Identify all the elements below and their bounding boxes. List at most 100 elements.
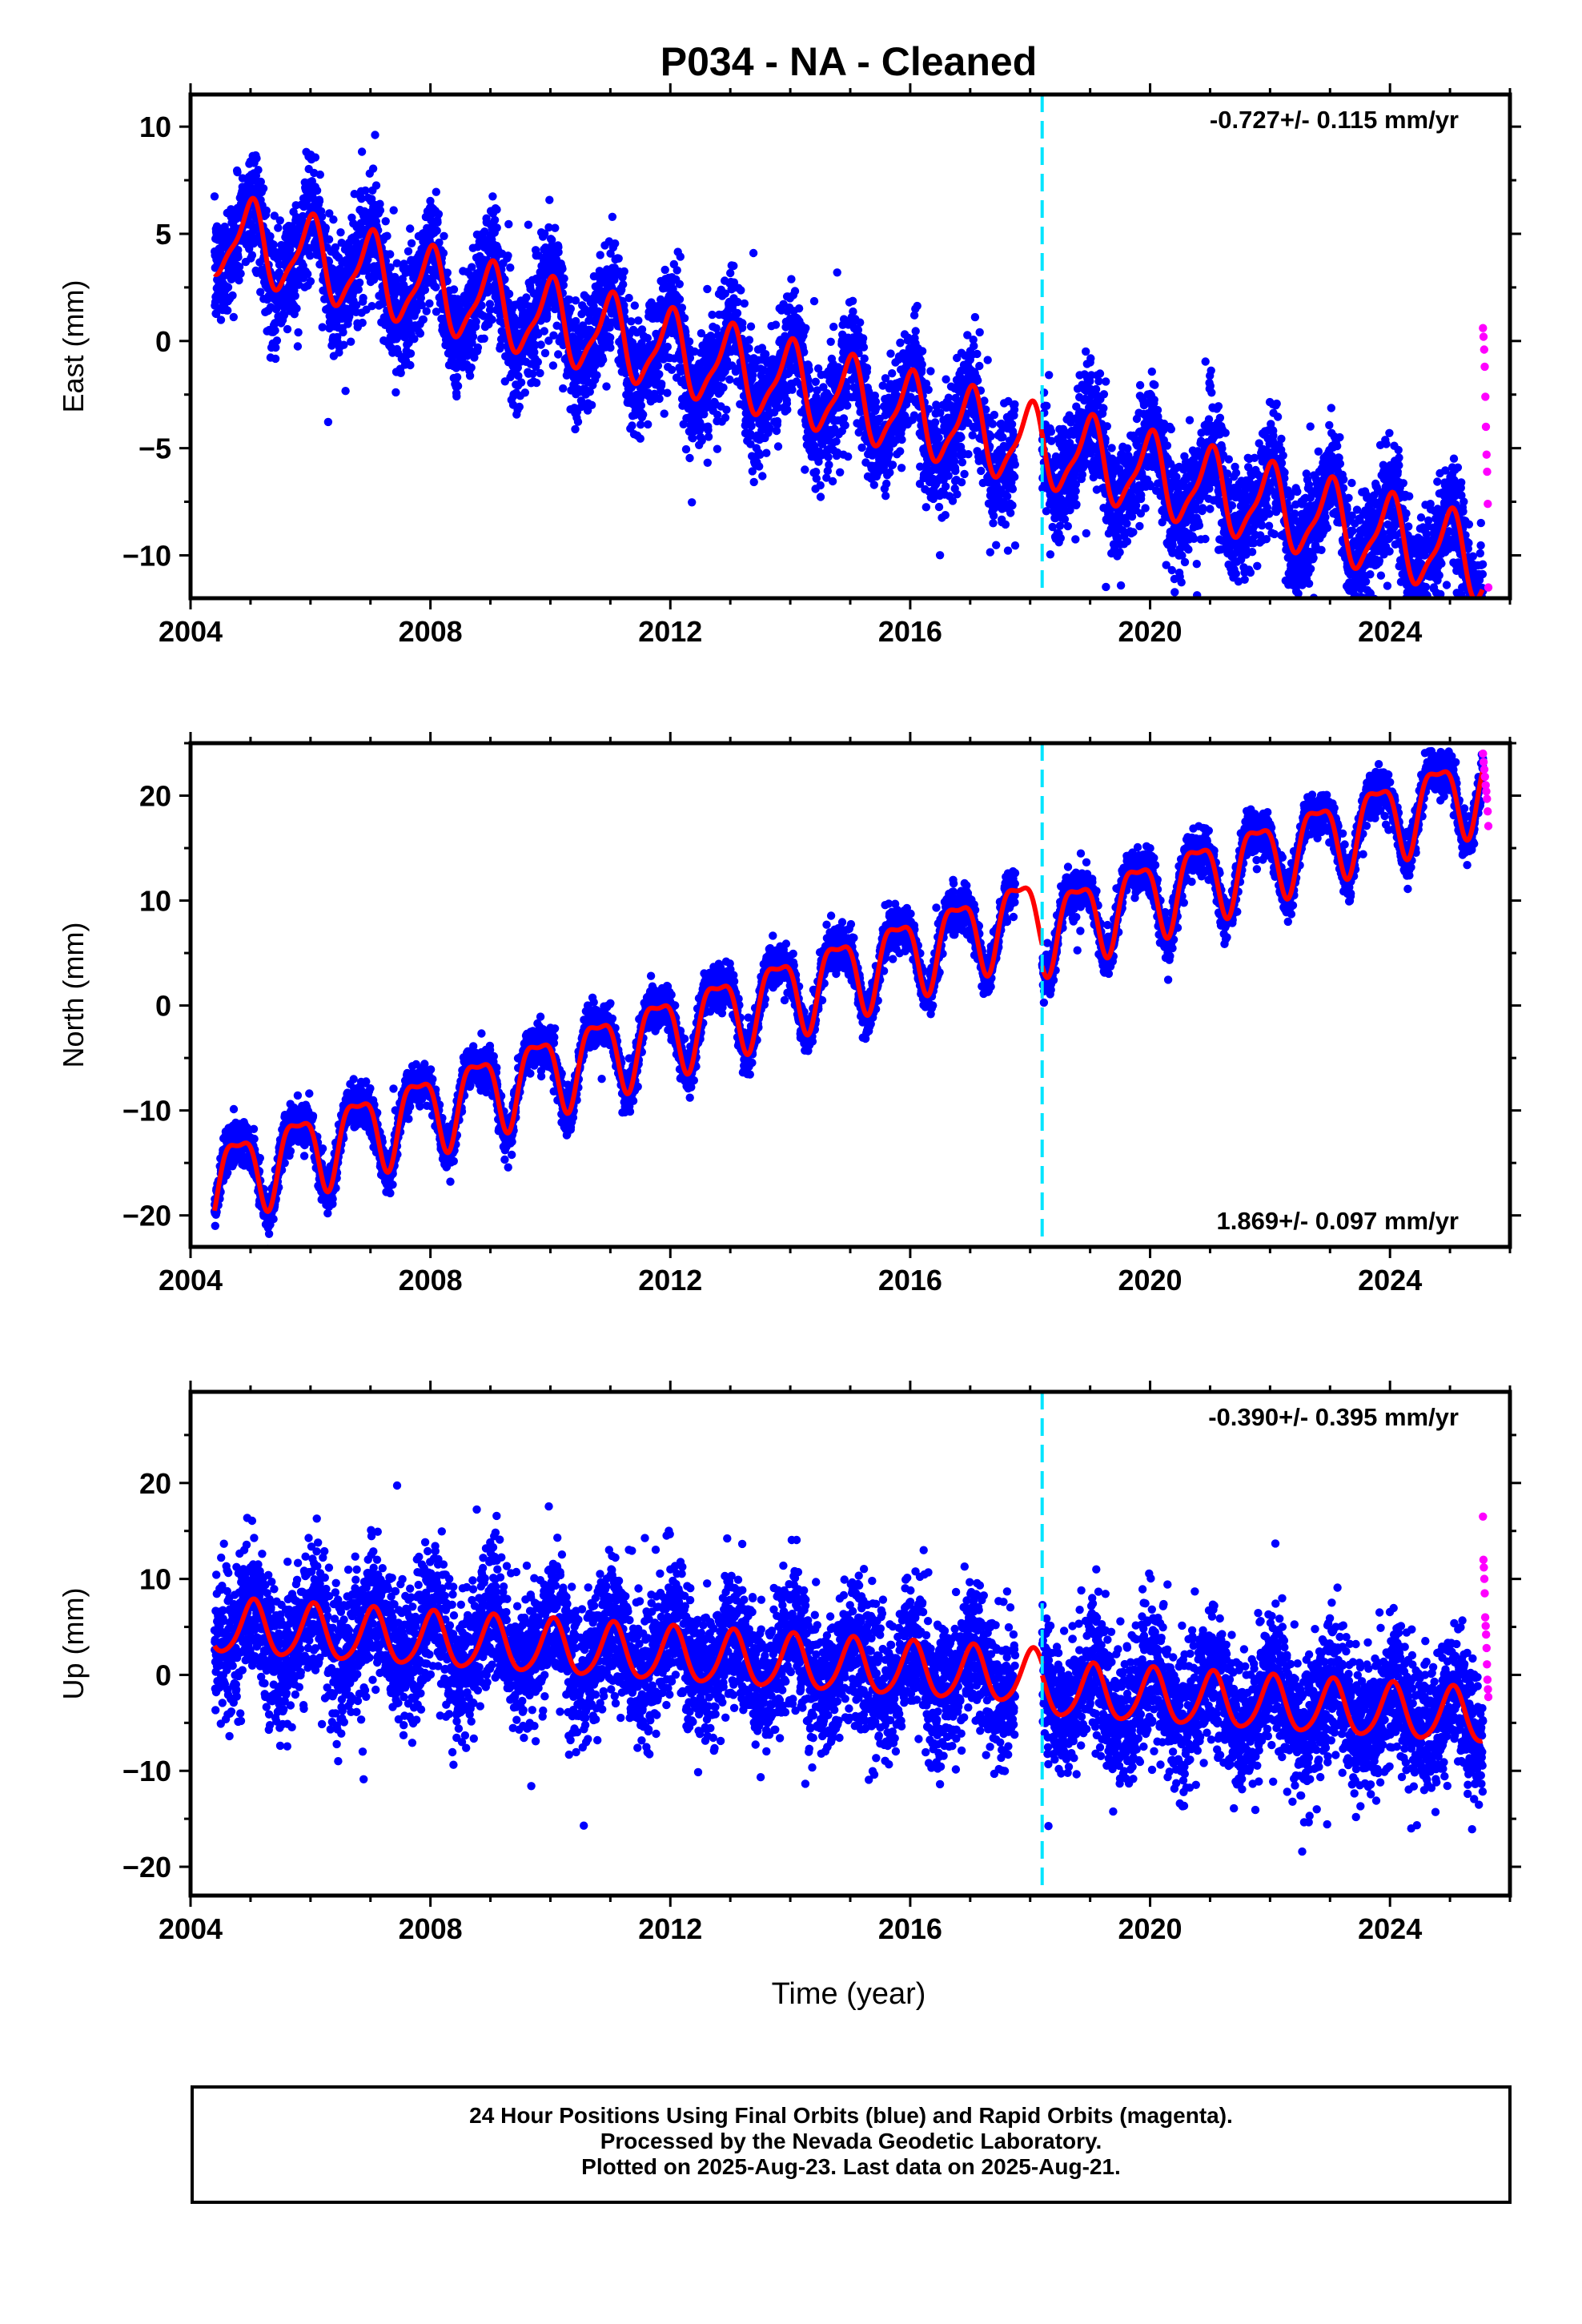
east-final-point bbox=[272, 336, 282, 345]
east-final-point bbox=[406, 360, 415, 370]
east-final-point bbox=[358, 318, 367, 328]
east-final-point bbox=[285, 245, 295, 254]
east-final-point bbox=[559, 384, 568, 393]
east-final-point bbox=[271, 343, 280, 352]
east-final-point bbox=[492, 223, 501, 232]
east-final-point bbox=[383, 231, 391, 240]
east-final-point bbox=[856, 318, 865, 327]
east-final-point bbox=[977, 466, 986, 476]
east-final-point bbox=[361, 186, 370, 195]
east-final-point bbox=[974, 376, 982, 385]
east-final-point bbox=[926, 367, 935, 376]
east-final-point bbox=[957, 433, 966, 442]
east-final-point bbox=[271, 354, 280, 364]
east-final-point bbox=[721, 413, 730, 422]
east-final-point bbox=[703, 458, 712, 467]
east-final-point bbox=[504, 251, 512, 260]
east-final-point bbox=[801, 324, 810, 332]
east-final-point bbox=[809, 296, 819, 306]
east-final-point bbox=[468, 332, 478, 341]
east-final-point bbox=[836, 468, 845, 476]
east-final-point bbox=[703, 284, 712, 294]
east-final-point bbox=[291, 292, 299, 300]
east-final-point bbox=[930, 418, 940, 427]
east-final-point bbox=[425, 299, 434, 308]
east-final-point bbox=[536, 368, 544, 378]
east-final-point bbox=[897, 435, 906, 444]
east-final-point bbox=[321, 223, 330, 232]
east-final-point bbox=[882, 479, 891, 489]
east-final-point bbox=[944, 471, 953, 480]
east-final-point bbox=[729, 261, 738, 271]
east-final-point bbox=[223, 283, 233, 292]
east-final-point bbox=[986, 432, 995, 440]
east-final-point bbox=[1045, 371, 1054, 380]
east-final-point bbox=[252, 154, 261, 163]
east-final-point bbox=[1003, 546, 1013, 555]
east-final-point bbox=[347, 337, 355, 346]
east-final-point bbox=[636, 434, 644, 443]
east-final-point bbox=[745, 336, 754, 344]
east-final-point bbox=[235, 263, 244, 271]
east-final-point bbox=[275, 216, 284, 225]
east-final-point bbox=[860, 354, 869, 363]
east-final-point bbox=[749, 477, 758, 487]
east-final-point bbox=[675, 279, 684, 288]
east-final-point bbox=[896, 447, 905, 456]
east-final-point bbox=[663, 388, 672, 397]
east-final-point bbox=[540, 327, 548, 336]
east-final-point bbox=[432, 283, 440, 292]
east-final-point bbox=[975, 328, 984, 337]
east-final-point bbox=[941, 511, 950, 520]
east-final-orbit-points bbox=[210, 131, 1488, 598]
east-final-point bbox=[216, 316, 226, 324]
east-final-point bbox=[323, 417, 333, 427]
east-final-point bbox=[233, 167, 242, 177]
east-final-point bbox=[357, 147, 367, 156]
east-final-point bbox=[722, 405, 731, 414]
east-final-point bbox=[689, 434, 697, 443]
east-final-point bbox=[315, 170, 324, 179]
east-final-point bbox=[619, 280, 628, 289]
east-final-point bbox=[524, 220, 533, 229]
east-final-point bbox=[389, 206, 398, 215]
east-final-point bbox=[657, 380, 666, 388]
east-final-point bbox=[375, 206, 385, 215]
east-final-point bbox=[558, 264, 567, 273]
east-final-point bbox=[572, 316, 580, 326]
east-final-point bbox=[738, 319, 747, 328]
east-final-point bbox=[355, 278, 364, 287]
east-final-point bbox=[816, 480, 825, 490]
east-final-point bbox=[957, 478, 966, 487]
east-final-point bbox=[331, 243, 340, 252]
east-final-point bbox=[636, 401, 645, 410]
east-final-point bbox=[488, 192, 497, 201]
east-final-point bbox=[520, 388, 529, 397]
east-final-point bbox=[970, 341, 978, 351]
east-final-point bbox=[624, 293, 633, 303]
east-final-point bbox=[339, 328, 347, 337]
east-final-point bbox=[992, 541, 1001, 549]
east-final-point bbox=[704, 432, 713, 441]
east-final-point bbox=[681, 444, 691, 454]
east-final-point bbox=[1008, 501, 1017, 510]
east-final-point bbox=[773, 416, 782, 426]
east-final-point bbox=[888, 369, 897, 378]
east-final-point bbox=[832, 437, 841, 446]
east-final-point bbox=[325, 209, 334, 218]
east-final-point bbox=[1046, 550, 1055, 559]
east-final-point bbox=[339, 340, 348, 349]
east-final-point bbox=[490, 215, 500, 224]
east-final-point bbox=[1046, 427, 1056, 436]
east-final-point bbox=[432, 226, 441, 235]
east-final-point bbox=[256, 177, 265, 187]
east-final-point bbox=[688, 498, 697, 507]
east-final-point bbox=[545, 195, 554, 204]
east-final-point bbox=[234, 246, 243, 255]
east-final-point bbox=[685, 453, 694, 463]
east-final-point bbox=[858, 334, 868, 343]
east-final-point bbox=[432, 187, 440, 196]
east-final-point bbox=[266, 231, 275, 241]
east-final-point bbox=[311, 153, 320, 162]
